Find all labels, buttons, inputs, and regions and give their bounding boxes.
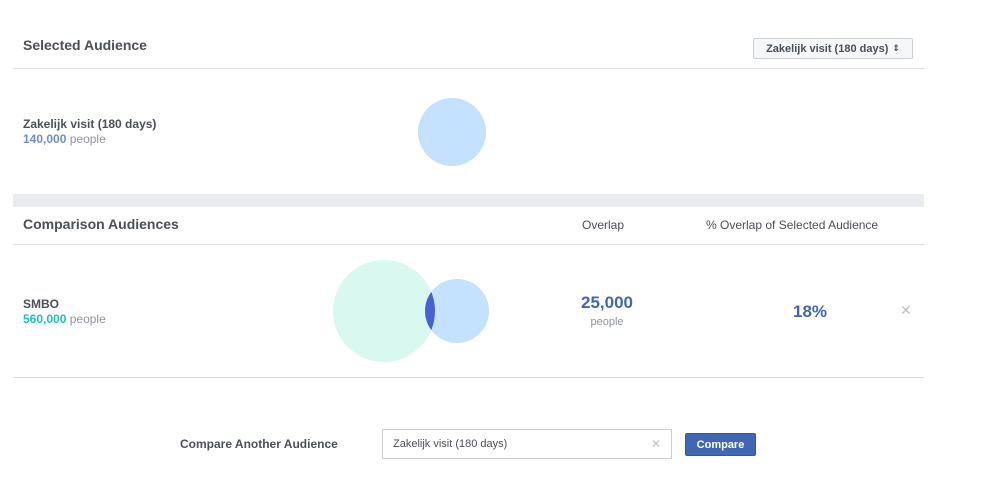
- selected-audience-info: Zakelijk visit (180 days) 140,000 people: [23, 117, 156, 146]
- sort-caret-icon: ⇕: [892, 43, 900, 53]
- comparison-audience-count-value: 560,000: [23, 312, 67, 326]
- overlap-count: 25,000: [581, 293, 633, 312]
- comparison-audiences-title: Comparison Audiences: [23, 216, 179, 232]
- overlap-percentage: 18%: [792, 302, 828, 321]
- compare-another-label: Compare Another Audience: [180, 437, 338, 451]
- selected-audience-name: Zakelijk visit (180 days): [23, 117, 157, 131]
- pct-overlap-column-header: % Overlap of Selected Audience: [706, 218, 879, 232]
- overlap-column-header: Overlap: [582, 218, 625, 232]
- compare-button[interactable]: Compare: [685, 433, 756, 456]
- comparison-audience-count: 560,000 people: [23, 312, 106, 326]
- selected-audience-count-unit: people: [69, 132, 106, 146]
- selected-audience-circle: [418, 98, 486, 166]
- section-separator: [13, 194, 924, 207]
- audience-select-value: Zakelijk visit (180 days): [766, 42, 889, 55]
- comparison-audience-name: SMBO: [23, 297, 59, 311]
- compare-audience-input[interactable]: [393, 438, 651, 450]
- audience-select-dropdown[interactable]: Zakelijk visit (180 days) ⇕: [753, 38, 913, 59]
- comparison-audience-info: SMBO 560,000 people: [23, 297, 106, 326]
- comparison-header-divider: [13, 244, 924, 245]
- selected-audience-venn-circle: [418, 98, 486, 166]
- comparison-audience-count-unit: people: [69, 312, 106, 326]
- selected-audience-count-value: 140,000: [23, 132, 67, 146]
- close-icon[interactable]: ✕: [900, 302, 912, 318]
- selected-audience-venn-circle: [425, 279, 489, 343]
- venn-diagram: [333, 260, 489, 362]
- overlap-count-unit: people: [590, 316, 624, 328]
- clear-icon[interactable]: ✕: [650, 437, 661, 451]
- header-divider: [13, 68, 924, 69]
- selected-audience-count: 140,000 people: [23, 132, 156, 146]
- selected-audience-title: Selected Audience: [23, 37, 147, 53]
- comparison-row-divider: [13, 377, 924, 378]
- comparison-audience-venn-circle: [333, 260, 435, 362]
- compare-audience-field[interactable]: ✕: [382, 429, 672, 459]
